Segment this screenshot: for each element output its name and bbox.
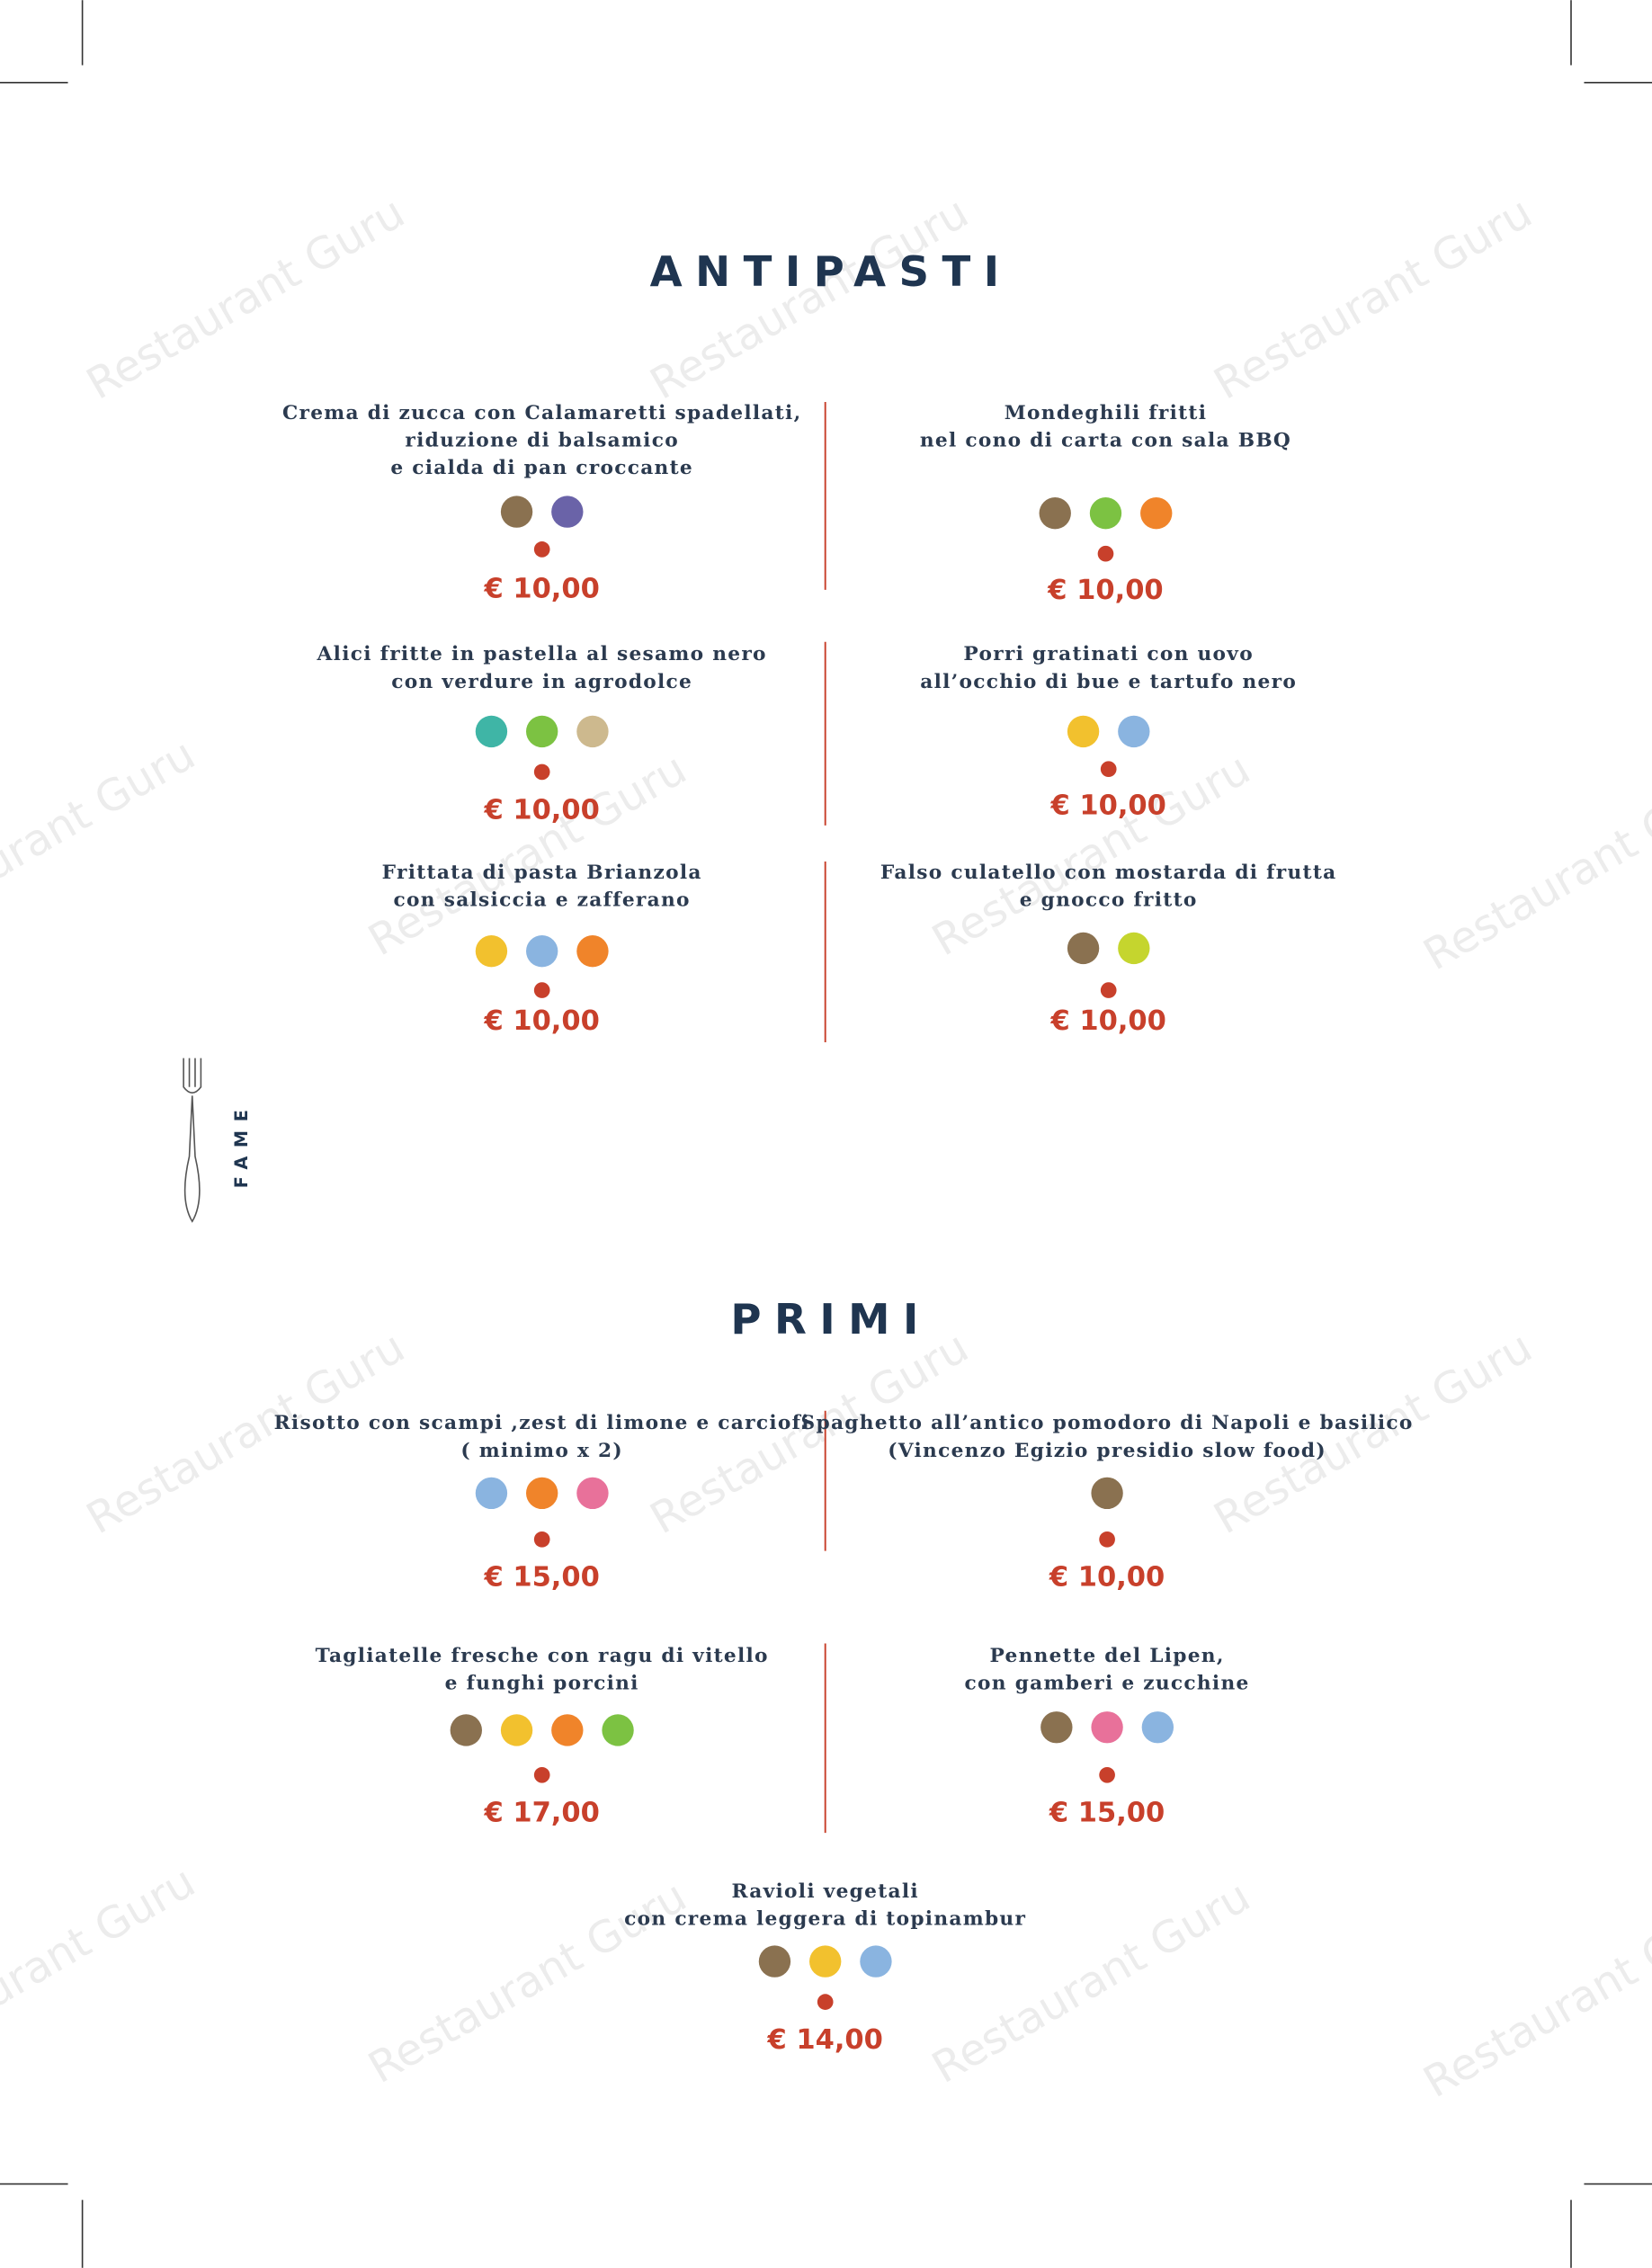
dot: [533, 982, 550, 998]
dot: [533, 763, 550, 781]
dot: [1097, 545, 1114, 562]
dish-name: Mondeghili fritti: [1005, 402, 1208, 424]
dish-name: con gamberi e zucchine: [965, 1673, 1250, 1695]
dish-name: Pennette del Lipen,: [989, 1645, 1224, 1667]
dish-name: Tagliatelle fresche con ragu di vitello: [316, 1645, 769, 1667]
dish-name: con verdure in agrodolce: [391, 671, 692, 693]
price: € 10,00: [1047, 575, 1163, 606]
watermark: Restaurant Guru: [78, 187, 413, 409]
dish-name: e cialda di pan croccante: [390, 457, 693, 479]
price: € 10,00: [1049, 1562, 1165, 1594]
price: € 10,00: [483, 1005, 599, 1037]
watermark: Restaurant Guru: [924, 1871, 1258, 2094]
dish-name: Porri gratinati con uovo: [963, 643, 1254, 665]
allergen-icon: [551, 1714, 584, 1746]
fork-icon: [183, 1058, 202, 1223]
watermark: Restaurant Guru: [1206, 187, 1540, 409]
allergen-icon: [1118, 932, 1150, 965]
allergen-icon: [500, 496, 533, 528]
allergen-icon: [526, 935, 558, 968]
price: € 15,00: [483, 1562, 599, 1594]
allergen-icon: [526, 1477, 558, 1510]
allergen-icon: [475, 935, 508, 968]
dot: [1099, 1531, 1115, 1548]
allergen-icon: [576, 1477, 609, 1510]
dish-name: Crema di zucca con Calamaretti spadellat…: [282, 402, 801, 424]
watermark: Restaurant Guru: [924, 744, 1258, 966]
allergen-icon: [450, 1714, 482, 1746]
price: € 10,00: [1050, 790, 1166, 821]
dish-name: con crema leggera di topinambur: [624, 1907, 1026, 1930]
dot: [1100, 761, 1117, 778]
allergen-icon: [1140, 497, 1173, 530]
price: € 17,00: [483, 1798, 599, 1829]
dot: [533, 541, 550, 558]
section-title: PRIMI: [730, 1295, 931, 1344]
allergen-icon: [475, 715, 508, 748]
dish-name: Falso culatello con mostarda di frutta: [880, 862, 1337, 884]
dish-name: riduzione di balsamico: [405, 429, 679, 451]
price: € 10,00: [483, 794, 599, 826]
allergen-icon: [1067, 715, 1100, 748]
dish-name: Spaghetto all’antico pomodoro di Napoli …: [801, 1412, 1414, 1434]
dish-name: Frittata di pasta Brianzola: [382, 862, 702, 884]
dish-name: (Vincenzo Egizio presidio slow food): [888, 1440, 1326, 1462]
allergen-icon: [1141, 1711, 1174, 1744]
watermark: Restaurant Guru: [361, 744, 695, 966]
allergen-icon: [576, 935, 609, 968]
price: € 15,00: [1049, 1798, 1165, 1829]
dish-name: Alici fritte in pastella al sesamo nero: [317, 643, 767, 665]
allergen-icon: [602, 1714, 634, 1746]
menu-content: ANTIPASTI Crema di zucca con Calamaretti …: [274, 247, 1414, 2056]
dish-name: e gnocco fritto: [1020, 888, 1198, 911]
watermark: Restaurant Guru: [1415, 758, 1652, 980]
dot: [1099, 1766, 1115, 1783]
dot: [533, 1766, 550, 1783]
watermark: Restaurant Guru: [0, 729, 203, 951]
allergen-icon: [1040, 1711, 1073, 1744]
allergen-icon: [576, 715, 609, 748]
dot: [533, 1531, 550, 1548]
dish-name: e funghi porcini: [445, 1673, 639, 1695]
allergen-icon: [809, 1945, 842, 1978]
allergen-icon: [551, 496, 584, 528]
price: € 10,00: [483, 573, 599, 604]
watermark: Restaurant Guru: [1415, 1886, 1652, 2108]
allergen-icon: [1067, 932, 1100, 965]
side-label: FAME: [231, 1102, 252, 1189]
watermark: Restaurant Guru: [0, 1857, 203, 2079]
allergen-icon: [526, 715, 558, 748]
allergen-icon: [860, 1945, 892, 1978]
allergen-icon: [500, 1714, 533, 1746]
allergen-icon: [1039, 497, 1071, 530]
dish-name: Ravioli vegetali: [732, 1880, 919, 1903]
dot: [817, 1994, 834, 2010]
watermark: Restaurant Guru: [642, 187, 977, 409]
allergen-icon: [1091, 1711, 1123, 1744]
dish-name: Risotto con scampi ,zest di limone e car…: [274, 1412, 810, 1434]
allergen-icon: [1089, 497, 1122, 530]
dish-name: con salsiccia e zafferano: [394, 888, 691, 911]
dot: [1100, 982, 1117, 998]
allergen-icon: [758, 1945, 791, 1978]
watermark: Restaurant Guru: [361, 1871, 695, 2094]
dish-name: nel cono di carta con sala BBQ: [920, 429, 1291, 451]
price: € 10,00: [1050, 1005, 1166, 1037]
price: € 14,00: [767, 2024, 883, 2056]
section-title: ANTIPASTI: [650, 247, 1013, 296]
dish-name: all’occhio di bue e tartufo nero: [920, 671, 1297, 693]
allergen-icon: [475, 1477, 508, 1510]
dish-name: ( minimo x 2): [460, 1440, 623, 1462]
allergen-icon: [1118, 715, 1150, 748]
allergen-icon: [1091, 1477, 1123, 1510]
